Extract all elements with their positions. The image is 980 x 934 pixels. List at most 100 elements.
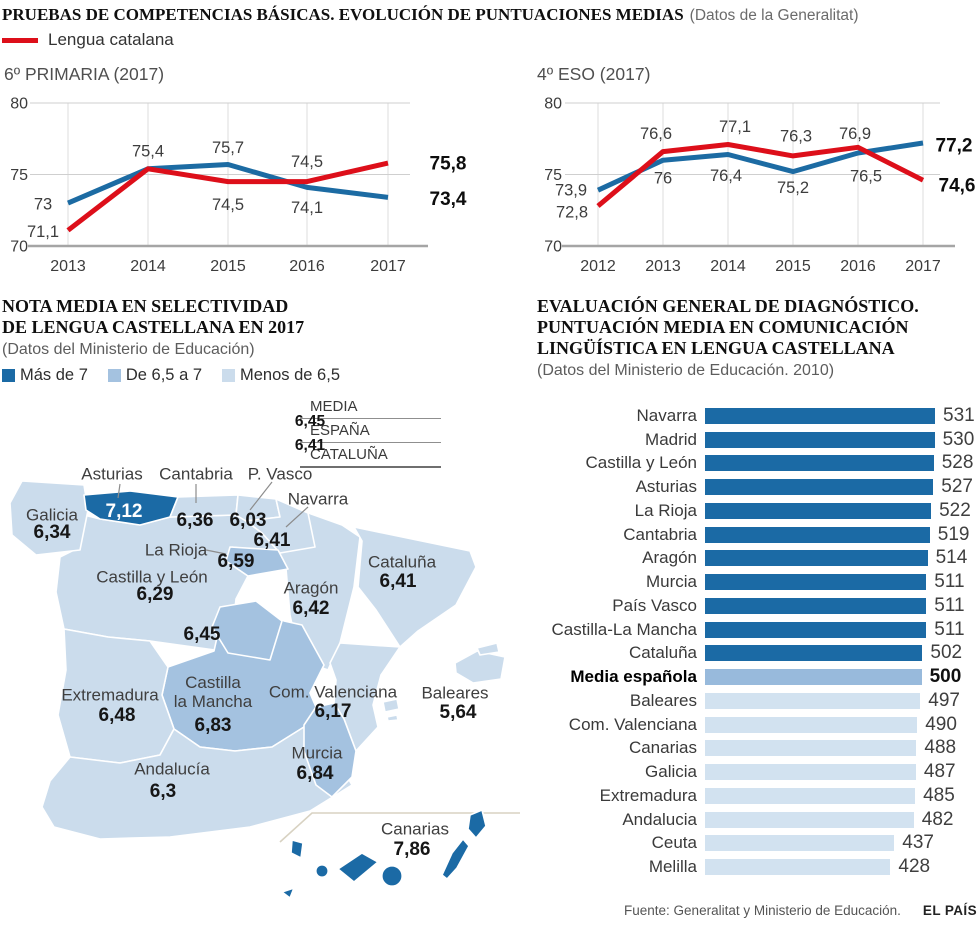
pvasco-pointer-line <box>249 481 273 511</box>
bar-value: 485 <box>923 784 955 806</box>
bar <box>705 431 935 448</box>
bar-row: Melilla 428 <box>537 855 980 879</box>
x-tick-label: 2013 <box>645 258 681 275</box>
point-value-label: 76,9 <box>839 125 871 143</box>
evaluacion-title-line2: PUNTUACIÓN MEDIA EN COMUNICACIÓN <box>537 317 909 337</box>
island-mallorca <box>454 650 506 684</box>
bar-value: 511 <box>934 618 965 640</box>
island-fuerteventura <box>441 838 470 880</box>
bar-row: Cantabria 519 <box>537 523 980 547</box>
bar-value: 527 <box>941 476 973 498</box>
legend-item-mid: De 6,5 a 7 <box>107 366 202 385</box>
light-blue-swatch <box>222 369 236 382</box>
table-row: CATALUÑA 6,41 <box>295 437 441 468</box>
island-formentera <box>386 714 399 722</box>
top-legend: Lengua catalana <box>2 30 174 50</box>
row-label: ESPAÑA <box>310 422 370 439</box>
point-value-label: 73,4 <box>430 189 467 210</box>
region-murcia <box>303 702 357 798</box>
bar-value: 528 <box>941 452 974 474</box>
bar <box>705 502 932 519</box>
navarra-pointer-line <box>285 506 309 528</box>
bar-row: Media española 500 <box>537 665 980 689</box>
bar-label: Murcia <box>645 572 697 592</box>
bar-value: 482 <box>921 808 954 830</box>
island-menorca <box>476 642 500 656</box>
point-value-label: 75,4 <box>132 142 164 160</box>
bar <box>705 621 927 638</box>
region-la-rioja <box>225 546 289 577</box>
bar-value: 511 <box>934 594 965 616</box>
y-tick-label: 70 <box>544 239 562 256</box>
point-value-label: 75,7 <box>212 139 244 157</box>
spain-map <box>9 480 520 899</box>
bar-row: Com. Valenciana 490 <box>537 713 980 737</box>
region-cataluna <box>353 526 477 648</box>
bar <box>705 645 923 662</box>
eso-line-chart: 80 75 70 2012 2013 2014 2015 2016 2017 73,9 76 76,4… <box>544 96 976 276</box>
bar <box>705 811 914 828</box>
page-title: PRUEBAS DE COMPETENCIAS BÁSICAS. EVOLUCI… <box>2 5 684 24</box>
dark-blue-swatch <box>2 369 15 382</box>
region-navarra <box>245 498 316 554</box>
row-value: 6,41 <box>294 437 326 454</box>
footer: Fuente: Generalitat y Ministerio de Educ… <box>490 903 977 918</box>
brand-logo: EL PAÍS <box>922 903 977 918</box>
red-line-swatch <box>2 37 38 43</box>
x-tick-label: 2014 <box>130 258 166 275</box>
bar <box>705 764 916 781</box>
region-madrid <box>211 600 283 661</box>
y-tick-label: 75 <box>10 167 28 184</box>
bar <box>705 455 934 472</box>
island-la-palma <box>290 839 304 859</box>
x-tick-label: 2015 <box>210 258 246 275</box>
point-value-label: 74,6 <box>939 176 976 197</box>
bar-row: Andalucia 482 <box>537 808 980 832</box>
series-line <box>596 142 925 208</box>
bar-row: Cataluña 502 <box>537 642 980 666</box>
point-value-label: 76,3 <box>780 127 812 145</box>
bar-value: 522 <box>939 499 971 521</box>
y-tick-label: 75 <box>544 167 562 184</box>
bar-row: Castilla-La Mancha 511 <box>537 618 980 642</box>
point-value-label: 76,6 <box>640 125 672 143</box>
island-gran-canaria <box>381 865 403 887</box>
bar-row: Canarias 488 <box>537 737 980 761</box>
bar <box>705 669 922 686</box>
x-tick-label: 2015 <box>775 258 811 275</box>
region-extremadura <box>57 628 175 764</box>
island-el-hierro <box>281 887 295 899</box>
bar-value: 502 <box>930 642 963 664</box>
row-label: CATALUÑA <box>310 446 388 463</box>
bar-label: Cataluña <box>628 643 697 663</box>
point-value-label: 76 <box>654 170 672 188</box>
bar-value: 487 <box>923 761 956 783</box>
bar <box>705 574 927 591</box>
primaria-line-chart: 80 75 70 2013 2014 2015 2016 2017 73 75,7 74,1 73,4… <box>10 96 467 276</box>
evaluacion-title-line1: EVALUACIÓN GENERAL DE DIAGNÓSTICO. <box>537 296 919 316</box>
bar-row: Navarra 531 <box>537 404 980 428</box>
point-value-label: 75,2 <box>777 179 809 197</box>
bar-label: Com. Valenciana <box>568 714 697 734</box>
bar-row: Asturias 527 <box>537 475 980 499</box>
canarias-inset-border <box>279 812 520 843</box>
bar-value: 490 <box>925 713 957 735</box>
y-tick-label: 80 <box>544 96 562 113</box>
series-line <box>66 160 389 233</box>
bar-value: 514 <box>935 547 968 569</box>
point-value-label: 73,9 <box>555 182 587 200</box>
bar-label: Melilla <box>648 857 697 877</box>
header: PRUEBAS DE COMPETENCIAS BÁSICAS. EVOLUCI… <box>2 5 859 25</box>
media-table: MEDIA ESPAÑA 6,45 CATALUÑA 6,41 <box>295 397 441 468</box>
legend-label: Lengua catalana <box>48 30 174 49</box>
page-subtitle: (Datos de la Generalitat) <box>689 7 859 24</box>
region-cantabria <box>169 494 239 518</box>
bar-value: 428 <box>898 856 931 878</box>
bar-label: Canarias <box>628 738 697 758</box>
legend-item-high: Más de 7 <box>2 366 88 385</box>
medium-blue-swatch <box>107 369 121 382</box>
bar <box>705 835 895 852</box>
bar-value: 488 <box>924 737 957 759</box>
x-tick-label: 2017 <box>370 258 406 275</box>
